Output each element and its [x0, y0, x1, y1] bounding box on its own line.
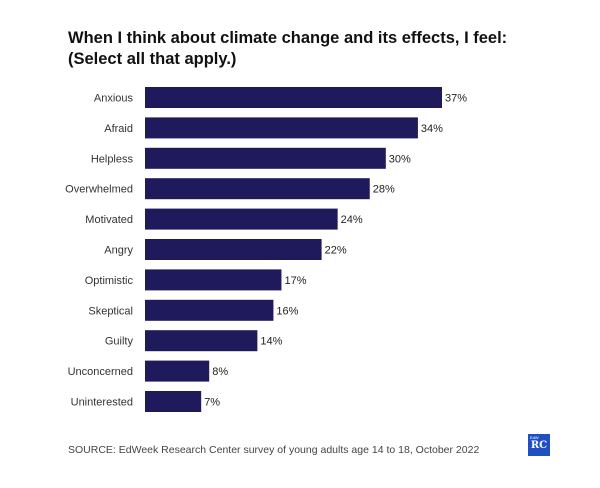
value-label: 37%	[445, 93, 467, 105]
value-label: 17%	[284, 275, 306, 287]
bar	[145, 208, 338, 230]
category-label: Optimistic	[85, 275, 134, 287]
value-label: 22%	[325, 245, 347, 257]
bar	[145, 147, 386, 169]
bar	[145, 391, 202, 412]
bar	[145, 87, 442, 108]
logo-top-text: EdW	[530, 435, 539, 440]
bar	[145, 239, 322, 260]
chart-title: When I think about climate change and it…	[68, 29, 508, 68]
category-label: Afraid	[104, 123, 133, 135]
category-label: Guilty	[105, 336, 134, 348]
edweek-rc-logo: EdW RC	[528, 434, 550, 456]
value-label: 30%	[389, 153, 411, 165]
category-label: Helpless	[91, 153, 134, 165]
value-label: 24%	[341, 214, 363, 226]
category-label: Uninterested	[71, 397, 133, 409]
bar	[145, 299, 274, 321]
category-label: Overwhelmed	[65, 184, 133, 196]
category-label: Skeptical	[88, 305, 133, 317]
value-label: 34%	[421, 123, 443, 135]
bar	[145, 178, 370, 200]
value-label: 8%	[212, 366, 228, 378]
bar	[145, 269, 282, 291]
value-label: 16%	[276, 305, 298, 317]
logo-main-text: RC	[530, 440, 548, 451]
bar	[145, 330, 258, 352]
category-label: Motivated	[85, 214, 133, 226]
source-note: SOURCE: EdWeek Research Center survey of…	[68, 444, 480, 456]
value-label: 14%	[260, 336, 282, 348]
value-label: 7%	[204, 397, 220, 409]
bar	[145, 360, 210, 382]
category-label: Anxious	[94, 93, 134, 105]
category-label: Angry	[104, 245, 133, 257]
category-label: Unconcerned	[68, 366, 133, 378]
bar	[145, 117, 418, 139]
value-label: 28%	[373, 184, 395, 196]
